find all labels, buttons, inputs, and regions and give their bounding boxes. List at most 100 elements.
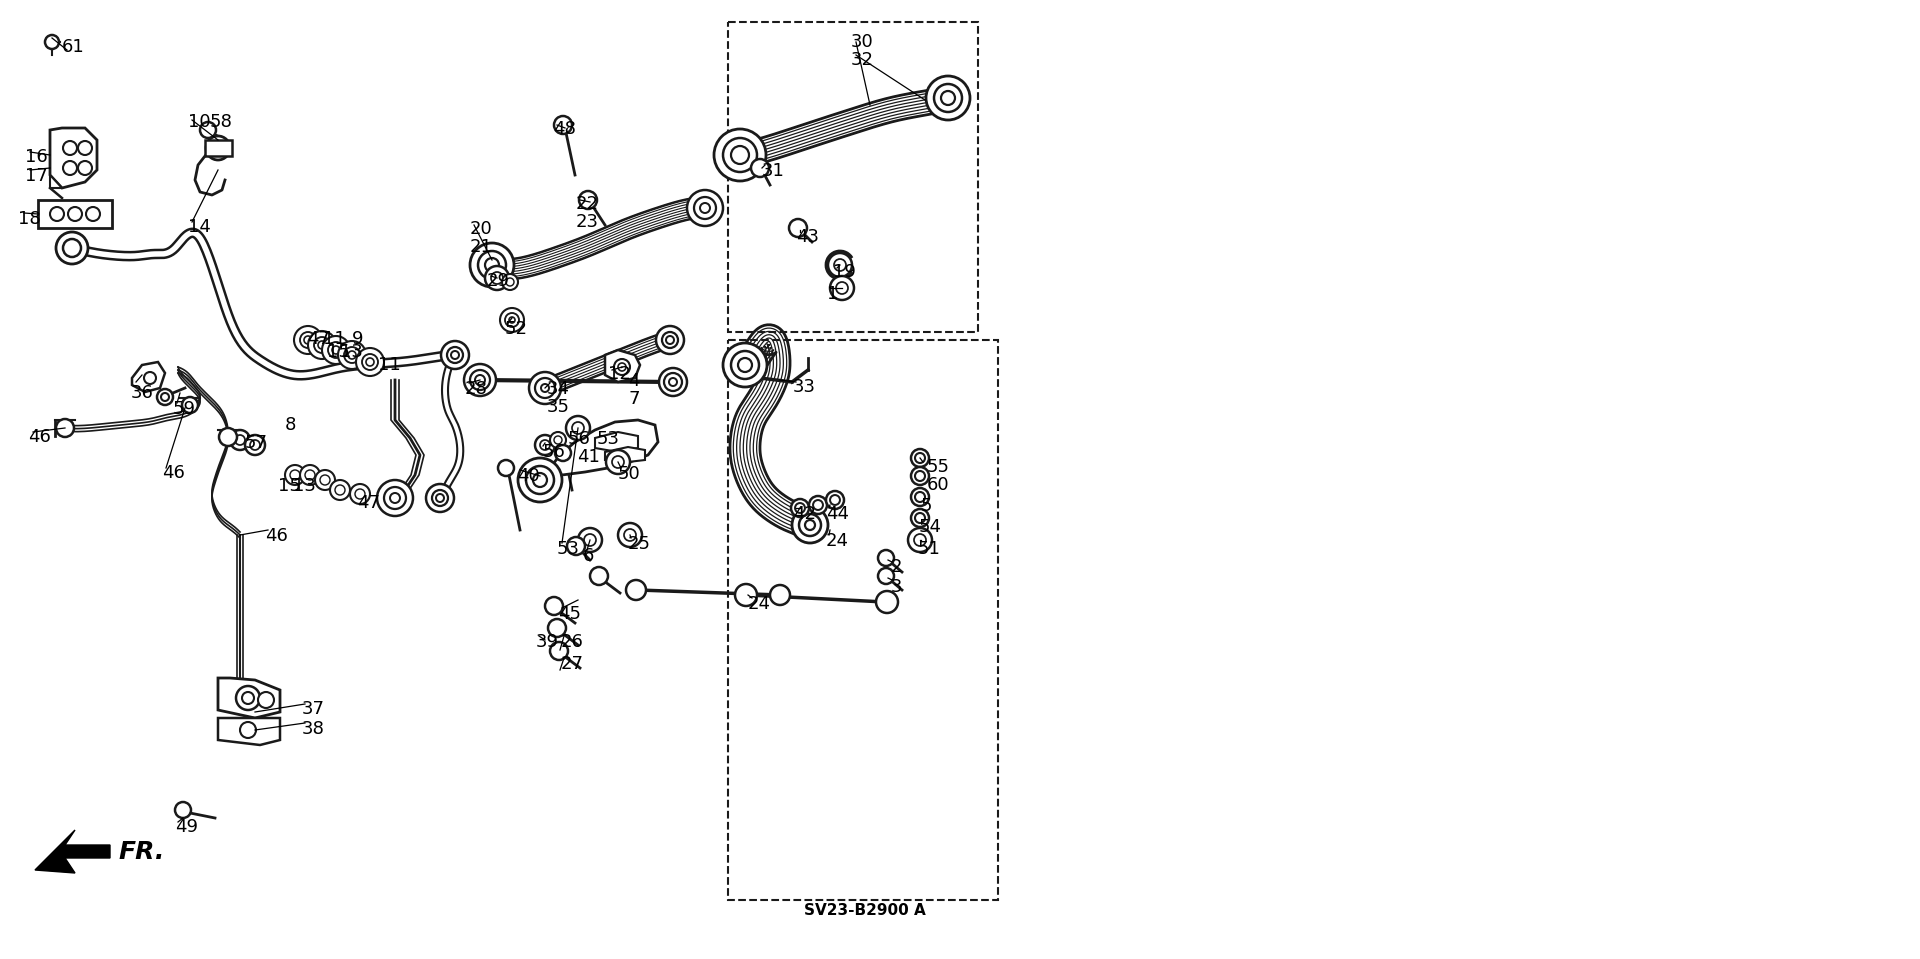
Circle shape xyxy=(349,484,371,504)
Circle shape xyxy=(432,490,447,506)
Circle shape xyxy=(877,568,895,584)
Circle shape xyxy=(323,336,349,364)
Text: 43: 43 xyxy=(797,228,820,246)
Circle shape xyxy=(662,332,678,348)
Text: 24: 24 xyxy=(826,532,849,550)
Circle shape xyxy=(348,351,355,359)
Circle shape xyxy=(724,138,756,172)
Circle shape xyxy=(86,207,100,221)
Text: 19: 19 xyxy=(833,263,856,281)
Circle shape xyxy=(219,428,236,446)
Circle shape xyxy=(376,480,413,516)
Circle shape xyxy=(547,619,566,637)
Circle shape xyxy=(910,449,929,467)
Circle shape xyxy=(737,358,753,372)
Circle shape xyxy=(518,458,563,502)
Circle shape xyxy=(566,416,589,440)
Circle shape xyxy=(79,161,92,175)
Circle shape xyxy=(545,597,563,615)
Circle shape xyxy=(426,484,453,512)
Circle shape xyxy=(294,326,323,354)
Circle shape xyxy=(584,534,595,546)
Circle shape xyxy=(161,393,169,401)
Circle shape xyxy=(732,351,758,379)
Text: 9: 9 xyxy=(351,330,363,348)
Circle shape xyxy=(338,341,367,369)
Text: 26: 26 xyxy=(561,633,584,651)
Circle shape xyxy=(572,422,584,434)
Circle shape xyxy=(157,389,173,405)
Text: 57: 57 xyxy=(246,434,269,452)
Text: 46: 46 xyxy=(265,527,288,545)
Polygon shape xyxy=(605,447,645,462)
Circle shape xyxy=(501,274,518,290)
Circle shape xyxy=(499,308,524,332)
Text: 28: 28 xyxy=(465,380,488,398)
Circle shape xyxy=(67,207,83,221)
Text: 8: 8 xyxy=(284,416,296,434)
Circle shape xyxy=(914,534,925,546)
Circle shape xyxy=(916,471,925,481)
Text: 20: 20 xyxy=(470,220,493,238)
Circle shape xyxy=(63,141,77,155)
Text: 47: 47 xyxy=(307,330,330,348)
Text: 21: 21 xyxy=(470,238,493,256)
Circle shape xyxy=(835,282,849,294)
Text: 33: 33 xyxy=(793,378,816,396)
Text: 60: 60 xyxy=(927,476,950,494)
Circle shape xyxy=(804,520,814,530)
Circle shape xyxy=(657,326,684,354)
Text: 54: 54 xyxy=(920,518,943,536)
Circle shape xyxy=(626,580,645,600)
Circle shape xyxy=(724,343,766,387)
Circle shape xyxy=(607,450,630,474)
Text: 4: 4 xyxy=(628,372,639,390)
Text: 10: 10 xyxy=(188,113,211,131)
Circle shape xyxy=(442,341,468,369)
Circle shape xyxy=(486,266,509,290)
Text: 5: 5 xyxy=(922,497,933,515)
Circle shape xyxy=(908,528,931,552)
Circle shape xyxy=(200,122,215,138)
Text: 30: 30 xyxy=(851,33,874,51)
Circle shape xyxy=(541,384,549,392)
Circle shape xyxy=(44,35,60,49)
Circle shape xyxy=(566,537,586,555)
Text: 13: 13 xyxy=(340,343,363,361)
Circle shape xyxy=(505,313,518,327)
Circle shape xyxy=(925,76,970,120)
Circle shape xyxy=(808,496,828,514)
Text: 53: 53 xyxy=(557,540,580,558)
Circle shape xyxy=(795,503,804,513)
Circle shape xyxy=(799,514,822,536)
Circle shape xyxy=(916,513,925,523)
Text: 40: 40 xyxy=(516,467,540,485)
Text: 35: 35 xyxy=(547,398,570,416)
Circle shape xyxy=(492,272,503,284)
Text: 3: 3 xyxy=(891,578,902,596)
Text: 6: 6 xyxy=(584,547,595,565)
Circle shape xyxy=(536,378,555,398)
Circle shape xyxy=(50,207,63,221)
Circle shape xyxy=(791,507,828,543)
Circle shape xyxy=(330,480,349,500)
Circle shape xyxy=(211,142,225,154)
Circle shape xyxy=(465,364,495,396)
Text: 11: 11 xyxy=(378,356,401,374)
Text: 14: 14 xyxy=(188,218,211,236)
Text: 16: 16 xyxy=(25,148,48,166)
Text: 41: 41 xyxy=(578,448,599,466)
Circle shape xyxy=(833,259,847,271)
Circle shape xyxy=(451,351,459,359)
Circle shape xyxy=(315,470,334,490)
Circle shape xyxy=(328,342,344,358)
Circle shape xyxy=(319,341,326,349)
Polygon shape xyxy=(50,128,98,188)
Text: 47: 47 xyxy=(357,494,380,512)
Circle shape xyxy=(63,239,81,257)
Circle shape xyxy=(390,493,399,503)
Circle shape xyxy=(240,722,255,738)
Circle shape xyxy=(321,475,330,485)
Circle shape xyxy=(509,317,515,323)
Circle shape xyxy=(612,456,624,468)
